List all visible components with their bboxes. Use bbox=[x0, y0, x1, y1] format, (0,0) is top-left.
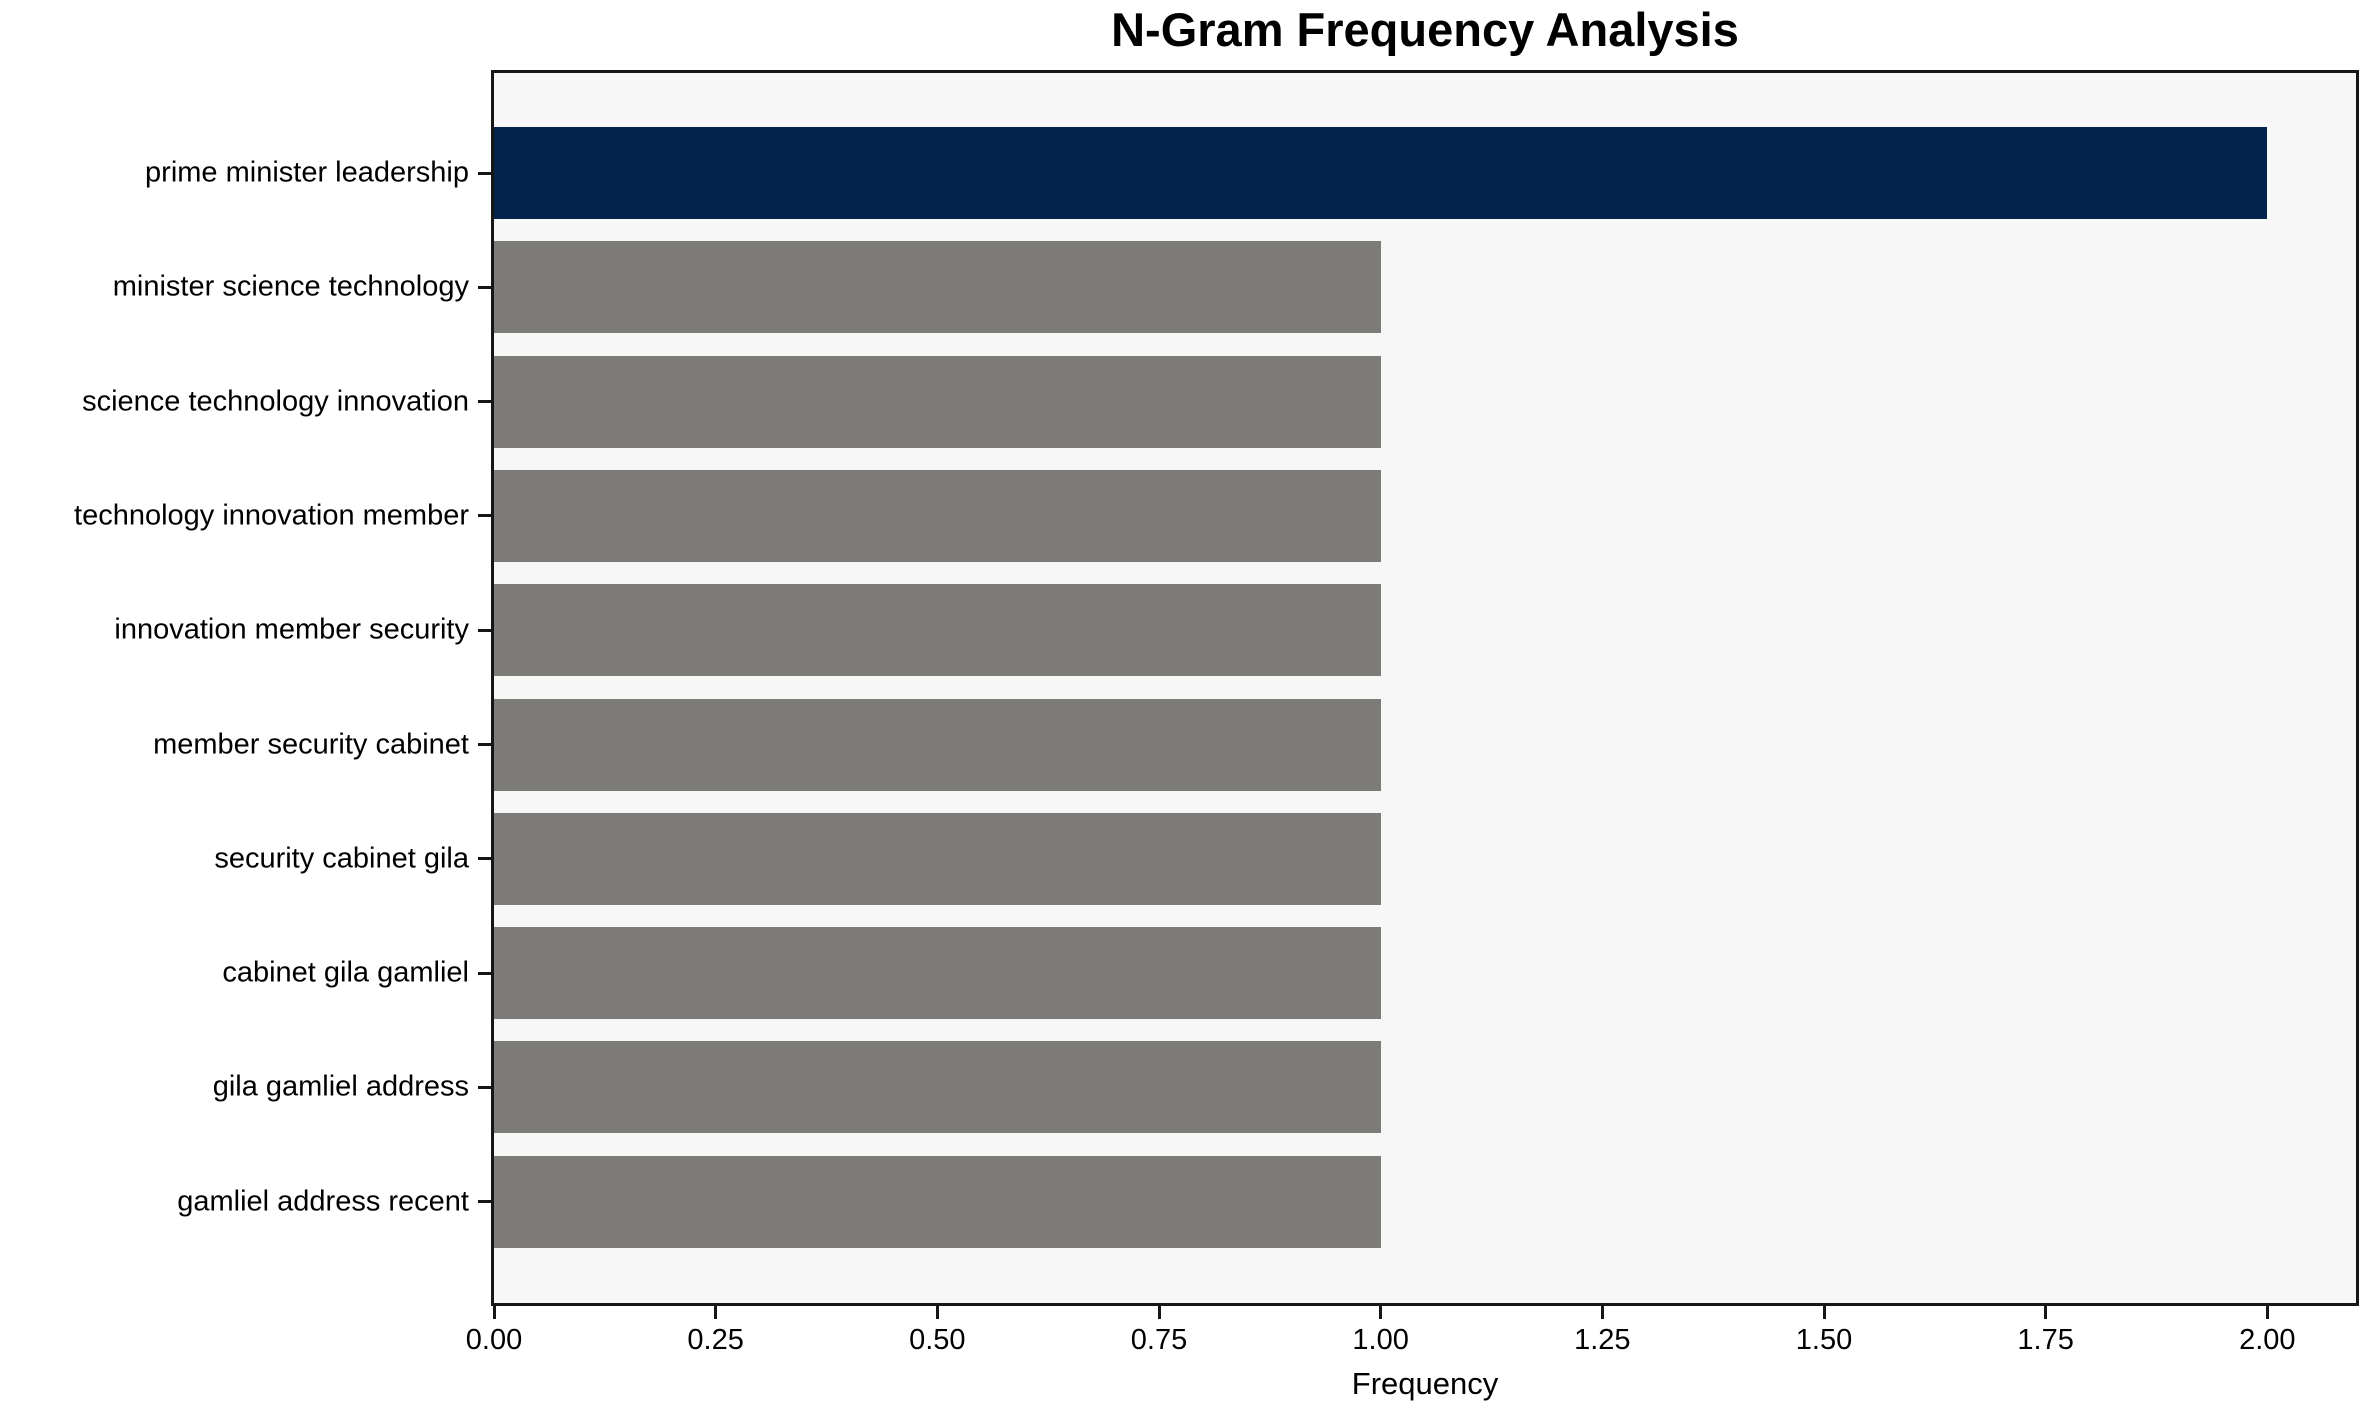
y-tick bbox=[478, 971, 491, 975]
x-tick-label: 1.00 bbox=[1352, 1324, 1409, 1356]
x-tick bbox=[1822, 1306, 1826, 1319]
bar bbox=[494, 469, 1381, 562]
y-tick bbox=[478, 1200, 491, 1204]
x-tick-label: 1.75 bbox=[2017, 1324, 2074, 1356]
x-tick bbox=[1600, 1306, 1604, 1319]
y-tick bbox=[478, 857, 491, 861]
y-tick bbox=[478, 400, 491, 404]
bar bbox=[494, 1041, 1381, 1134]
y-tick bbox=[478, 285, 491, 289]
x-axis-title: Frequency bbox=[1351, 1366, 1499, 1401]
x-tick-label: 2.00 bbox=[2239, 1324, 2296, 1356]
y-tick bbox=[478, 743, 491, 746]
y-tick-label: science technology innovation bbox=[82, 385, 469, 418]
y-tick-label: minister science technology bbox=[112, 270, 469, 303]
x-tick-label: 0.50 bbox=[909, 1324, 966, 1356]
y-tick-label: gamliel address recent bbox=[177, 1185, 469, 1218]
x-tick bbox=[2265, 1306, 2269, 1319]
y-tick-label: gila gamliel address bbox=[212, 1070, 469, 1103]
bar bbox=[494, 241, 1381, 334]
chart-title: N-Gram Frequency Analysis bbox=[1111, 3, 1739, 56]
x-tick-label: 0.00 bbox=[465, 1324, 523, 1356]
x-tick-label: 0.75 bbox=[1130, 1324, 1188, 1356]
bar bbox=[494, 698, 1381, 791]
x-tick-label: 1.50 bbox=[1795, 1324, 1853, 1356]
x-tick bbox=[1379, 1306, 1383, 1319]
x-tick-label: 0.25 bbox=[687, 1324, 744, 1356]
y-tick-label: innovation member security bbox=[114, 613, 469, 646]
x-tick bbox=[714, 1306, 718, 1319]
y-tick bbox=[478, 1085, 491, 1089]
y-tick bbox=[478, 514, 491, 518]
x-tick bbox=[2044, 1306, 2048, 1319]
bar bbox=[494, 927, 1381, 1020]
x-tick bbox=[935, 1306, 939, 1319]
bar bbox=[494, 584, 1381, 677]
y-tick-label: security cabinet gila bbox=[214, 842, 469, 875]
y-tick-label: technology innovation member bbox=[74, 499, 469, 532]
bar bbox=[494, 355, 1381, 448]
y-tick-label: cabinet gila gamliel bbox=[222, 956, 469, 989]
x-tick-label: 1.25 bbox=[1574, 1324, 1631, 1356]
x-tick bbox=[1157, 1306, 1161, 1319]
bar bbox=[494, 812, 1381, 905]
bar bbox=[494, 1155, 1381, 1248]
y-tick-label: member security cabinet bbox=[153, 728, 469, 760]
plot-area bbox=[491, 70, 2359, 1306]
y-tick bbox=[478, 171, 491, 175]
x-tick bbox=[492, 1306, 496, 1319]
y-tick-label: prime minister leadership bbox=[145, 156, 469, 189]
bar bbox=[494, 127, 2268, 219]
y-tick bbox=[478, 628, 491, 632]
